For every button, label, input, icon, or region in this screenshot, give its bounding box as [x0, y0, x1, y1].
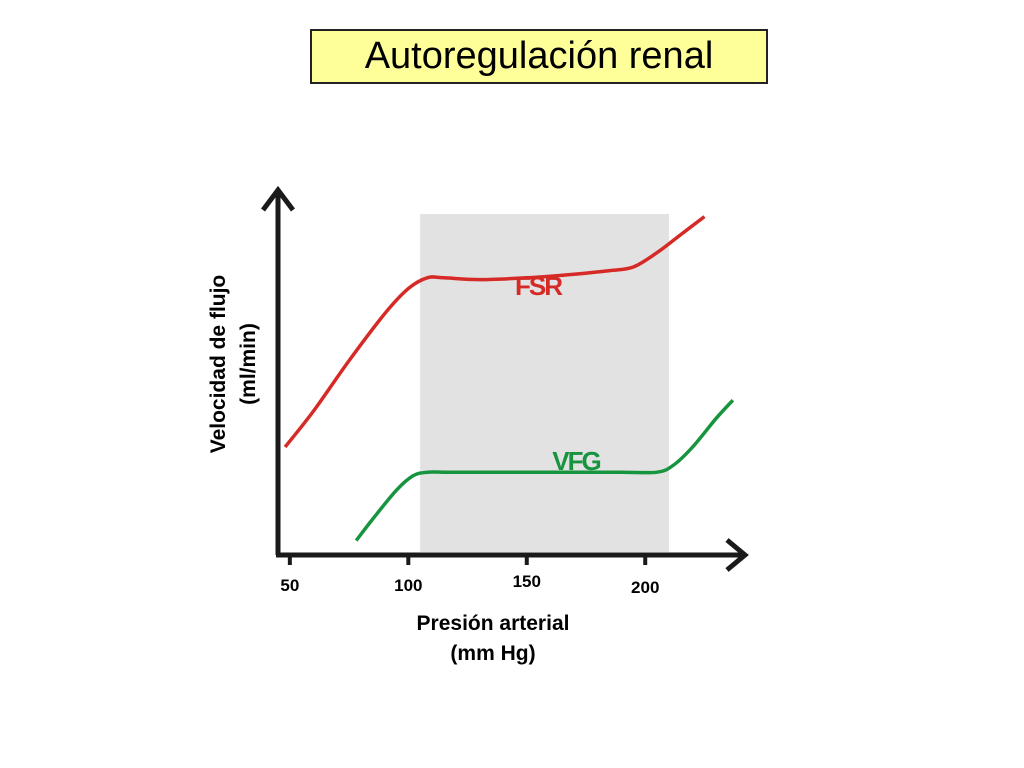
series-line-vfg [354, 399, 735, 542]
autoregulation-range-band [420, 214, 669, 552]
y-axis-label: Velocidad de flujo [207, 275, 230, 454]
y-axis-arrowhead [261, 185, 295, 212]
series-label-fsr: FSR [515, 271, 563, 301]
chart-title: Autoregulación renal [310, 29, 768, 84]
x-tick-label-50: 50 [280, 576, 299, 595]
x-tick-label-150: 150 [513, 572, 541, 591]
x-tick-label-200: 200 [631, 578, 659, 597]
x-axis-unit: (mm Hg) [450, 642, 535, 665]
x-tick-label-100: 100 [394, 576, 422, 595]
series-line-fsr [283, 215, 706, 449]
x-axis-arrowhead [725, 538, 749, 572]
series-label-vfg: VFG [552, 446, 600, 476]
y-axis-unit: (ml/min) [237, 323, 260, 405]
x-axis-label: Presión arterial [417, 612, 570, 635]
